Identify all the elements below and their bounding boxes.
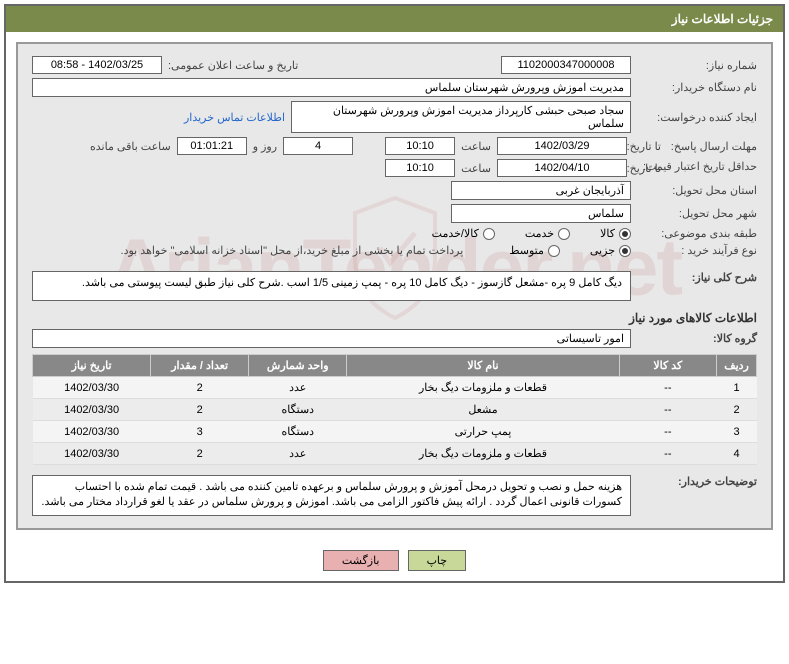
cell-qty: 3 <box>151 421 249 443</box>
buyer-notes-box: هزینه حمل و نصب و تحویل درمحل آموزش و پر… <box>32 475 631 516</box>
cell-unit: دستگاه <box>249 399 347 421</box>
button-bar: چاپ بازگشت <box>6 540 783 581</box>
table-row: 4--قطعات و ملزومات دیگ بخارعدد21402/03/3… <box>33 443 757 465</box>
table-row: 1--قطعات و ملزومات دیگ بخارعدد21402/03/3… <box>33 377 757 399</box>
label-time1: ساعت <box>461 140 491 153</box>
cell-name: قطعات و ملزومات دیگ بخار <box>347 377 619 399</box>
label-requester: ایجاد کننده درخواست: <box>637 111 757 124</box>
th-idx: ردیف <box>717 355 757 377</box>
field-buyer-org: مدیریت اموزش وپرورش شهرستان سلماس <box>32 78 631 97</box>
cell-name: مشعل <box>347 399 619 421</box>
label-time2: ساعت <box>461 162 491 175</box>
label-resp-deadline: مهلت ارسال پاسخ: <box>667 140 757 153</box>
field-days-left: 4 <box>283 137 353 155</box>
page-title: جزئیات اطلاعات نیاز <box>672 12 773 26</box>
label-announce: تاریخ و ساعت اعلان عمومی: <box>168 59 298 72</box>
content-panel: ArianTender.net شماره نیاز: 110200034700… <box>16 42 773 530</box>
cell-idx: 3 <box>717 421 757 443</box>
field-price-time: 10:10 <box>385 159 455 177</box>
field-goods-group: امور تاسیساتی <box>32 329 631 348</box>
th-qty: تعداد / مقدار <box>151 355 249 377</box>
cell-idx: 1 <box>717 377 757 399</box>
cell-qty: 2 <box>151 443 249 465</box>
th-name: نام کالا <box>347 355 619 377</box>
cell-code: -- <box>619 399 717 421</box>
radio-dot-icon <box>483 228 495 240</box>
contact-link[interactable]: اطلاعات تماس خریدار <box>184 111 285 124</box>
table-row: 2--مشعلدستگاه21402/03/30 <box>33 399 757 421</box>
cell-idx: 2 <box>717 399 757 421</box>
radio-dot-icon <box>558 228 570 240</box>
label-subject-class: طبقه بندی موضوعی: <box>637 227 757 240</box>
label-buyer-notes: توضیحات خریدار: <box>637 475 757 488</box>
table-row: 3--پمپ حرارتیدستگاه31402/03/30 <box>33 421 757 443</box>
label-province: استان محل تحویل: <box>637 184 757 197</box>
field-city: سلماس <box>451 204 631 223</box>
radio-kala-khedmat[interactable]: کالا/خدمت <box>432 227 495 240</box>
field-resp-date: 1402/03/29 <box>497 137 627 155</box>
field-price-date: 1402/04/10 <box>497 159 627 177</box>
goods-table: ردیف کد کالا نام کالا واحد شمارش تعداد /… <box>32 354 757 465</box>
label-goods-group: گروه کالا: <box>637 332 757 345</box>
cell-date: 1402/03/30 <box>33 443 151 465</box>
label-city: شهر محل تحویل: <box>637 207 757 220</box>
cell-code: -- <box>619 377 717 399</box>
title-bar: جزئیات اطلاعات نیاز <box>6 6 783 32</box>
radio-dot-icon <box>548 245 560 257</box>
label-remaining: ساعت باقی مانده <box>90 140 171 153</box>
radio-dot-icon <box>619 245 631 257</box>
cell-idx: 4 <box>717 443 757 465</box>
cell-qty: 2 <box>151 399 249 421</box>
field-announce: 1402/03/25 - 08:58 <box>32 56 162 74</box>
label-until2: تا تاریخ: <box>633 162 661 175</box>
goods-info-header: اطلاعات کالاهای مورد نیاز <box>32 311 757 325</box>
cell-code: -- <box>619 443 717 465</box>
th-code: کد کالا <box>619 355 717 377</box>
th-unit: واحد شمارش <box>249 355 347 377</box>
cell-code: -- <box>619 421 717 443</box>
radio-kala[interactable]: کالا <box>600 227 631 240</box>
field-province: آذربایجان غربی <box>451 181 631 200</box>
cell-date: 1402/03/30 <box>33 377 151 399</box>
cell-unit: دستگاه <box>249 421 347 443</box>
field-need-no: 1102000347000008 <box>501 56 631 74</box>
th-date: تاریخ نیاز <box>33 355 151 377</box>
subject-radio-group: کالا خدمت کالا/خدمت <box>432 227 631 240</box>
field-resp-time: 10:10 <box>385 137 455 155</box>
back-button[interactable]: بازگشت <box>323 550 399 571</box>
radio-jozi[interactable]: جزیی <box>590 244 631 257</box>
process-radio-group: جزیی متوسط <box>509 244 631 257</box>
cell-name: قطعات و ملزومات دیگ بخار <box>347 443 619 465</box>
cell-name: پمپ حرارتی <box>347 421 619 443</box>
field-requester: سجاد صبحی حبشی کارپرداز مدیریت اموزش وپر… <box>291 101 631 133</box>
cell-date: 1402/03/30 <box>33 421 151 443</box>
cell-unit: عدد <box>249 443 347 465</box>
label-need-no: شماره نیاز: <box>637 59 757 72</box>
label-until: تا تاریخ: <box>633 140 661 153</box>
radio-dot-icon <box>619 228 631 240</box>
need-desc-box: دیگ کامل 9 پره -مشعل گازسوز - دیگ کامل 1… <box>32 271 631 301</box>
label-process: نوع فرآیند خرید : <box>637 244 757 257</box>
print-button[interactable]: چاپ <box>408 550 467 571</box>
field-time-left: 01:01:21 <box>177 137 247 155</box>
label-price-validity: حداقل تاریخ اعتبار قیمت: <box>667 161 757 174</box>
payment-note: پرداخت تمام یا بخشی از مبلغ خرید،از محل … <box>121 244 464 257</box>
label-need-desc: شرح کلی نیاز: <box>637 271 757 284</box>
cell-unit: عدد <box>249 377 347 399</box>
radio-motavaset[interactable]: متوسط <box>509 244 560 257</box>
cell-qty: 2 <box>151 377 249 399</box>
radio-khedmat[interactable]: خدمت <box>525 227 570 240</box>
label-buyer-org: نام دستگاه خریدار: <box>637 81 757 94</box>
cell-date: 1402/03/30 <box>33 399 151 421</box>
label-days-and: روز و <box>253 140 277 153</box>
